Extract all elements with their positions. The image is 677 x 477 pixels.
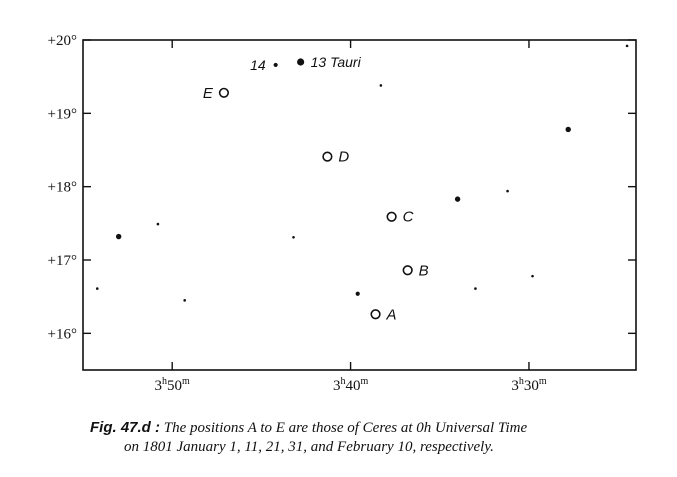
ceres-position-marker [370, 309, 381, 320]
x-tick-label: 3h30m [511, 376, 547, 394]
star-dot [474, 287, 477, 290]
y-tick-label: +19° [48, 106, 77, 122]
figure-ref: Fig. 47.d : [90, 419, 161, 436]
star-dot [379, 84, 383, 87]
star-dot [355, 291, 360, 296]
ceres-position-marker [322, 151, 333, 162]
ceres-position-marker [218, 87, 230, 98]
star-dot [95, 287, 99, 290]
ceres-position-marker [402, 265, 413, 276]
y-tick-label: +20° [48, 33, 77, 49]
x-tick-label: 3h40m [333, 376, 369, 394]
star-label: 13 Tauri [311, 54, 362, 70]
star-dot [454, 196, 461, 202]
ceres-position-label: B [419, 262, 429, 279]
star-markers: 13 Tauri 14 [95, 44, 629, 302]
ceres-position-label: E [203, 85, 214, 102]
star-dot [625, 44, 629, 48]
y-tick-label: +17° [48, 253, 77, 269]
y-tick-label: +18° [48, 180, 77, 196]
star-dot [115, 233, 122, 240]
x-axis: 3h50m 3h40m 3h30m [155, 40, 547, 394]
y-axis: +20° +19° +18° +17° +16° [48, 33, 636, 342]
ceres-position-chart: +20° +19° +18° +17° +16° 3h50m 3h40m 3h30m 13 … [48, 33, 637, 394]
plot-frame [82, 39, 637, 371]
star-dot [156, 222, 160, 226]
star-dot [292, 235, 295, 239]
ceres-position-markers: A B C D E [203, 85, 429, 323]
y-tick-label: +16° [48, 326, 77, 342]
star-dot [273, 62, 278, 68]
star-dot [183, 299, 186, 302]
caption-line-1: The positions A to E are those of Ceres … [163, 420, 528, 436]
x-tick-label: 3h50m [155, 376, 191, 394]
star-dot [297, 58, 305, 66]
star-dot [531, 274, 534, 278]
ceres-position-label: D [338, 149, 349, 166]
ceres-position-label: A [386, 306, 397, 323]
figure-caption: Fig. 47.d : The positions A to E are tho… [90, 418, 610, 457]
ceres-position-marker [386, 211, 397, 222]
caption-line-2: on 1801 January 1, 11, 21, 31, and Febru… [124, 439, 494, 455]
star-dot [565, 126, 571, 133]
ceres-position-label: C [403, 209, 414, 226]
star-label: 14 [250, 57, 266, 73]
star-dot [506, 189, 509, 193]
